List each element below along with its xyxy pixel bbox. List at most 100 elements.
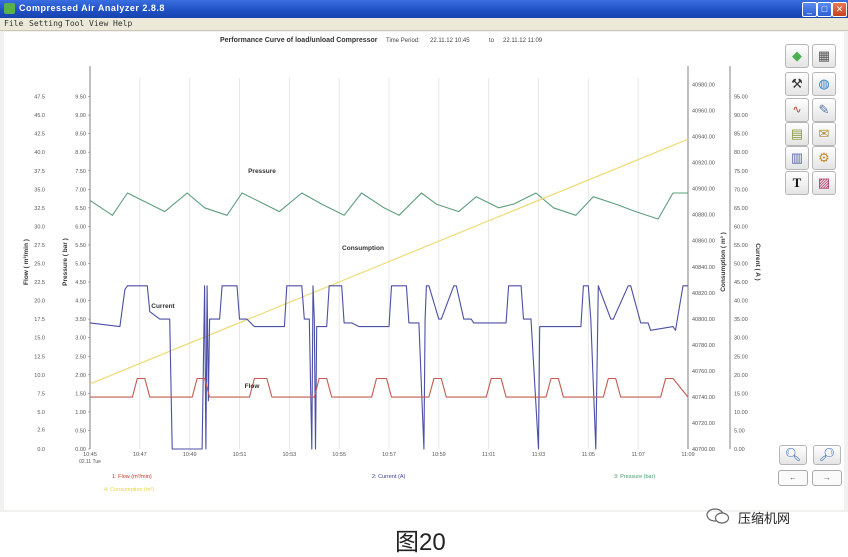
x-date-label: 02.11 Tue bbox=[79, 459, 101, 465]
legend-entry: 2: Current (A) bbox=[372, 474, 405, 480]
figure-caption: 图20 bbox=[395, 529, 446, 556]
consumption-tick-label: 40860.00 bbox=[692, 239, 715, 245]
nav-forward-button[interactable]: → bbox=[812, 470, 842, 486]
annotation-current: Current bbox=[151, 303, 175, 310]
pressure-tick-label: 5.00 bbox=[75, 262, 86, 268]
current-tick-label: 80.00 bbox=[734, 150, 748, 156]
current-tick-label: 10.00 bbox=[734, 410, 748, 416]
annotation-pressure: Pressure bbox=[248, 168, 276, 175]
zoom-out-icon[interactable]: 🔎︎ bbox=[813, 445, 841, 465]
wechat-icon bbox=[706, 508, 730, 524]
menu-view[interactable]: View bbox=[89, 19, 109, 28]
flow-tick-label: 45.0 bbox=[34, 113, 45, 119]
text-icon[interactable]: T bbox=[785, 171, 809, 195]
legend-entry: 1: Flow (m³/min) bbox=[112, 474, 152, 480]
current-tick-label: 75.00 bbox=[734, 169, 748, 175]
x-tick-label: 11:01 bbox=[482, 452, 495, 458]
flow-tick-label: 2.6 bbox=[37, 428, 45, 434]
menu-tool[interactable]: Tool bbox=[65, 19, 85, 28]
performance-chart: 10:45 10:47 10:49 10:51 10:53 10:55 10:57 10:59… bbox=[23, 66, 761, 493]
consumption-axis-title: Consumption ( m³ ) bbox=[720, 232, 727, 292]
calculator-icon[interactable]: ▦ bbox=[812, 44, 836, 68]
current-tick-label: 65.00 bbox=[734, 206, 748, 212]
series-line-flow bbox=[90, 377, 689, 398]
pressure-tick-label: 7.50 bbox=[75, 169, 86, 175]
gear-document-icon[interactable]: ⚙ bbox=[812, 146, 836, 170]
consumption-tick-label: 40700.00 bbox=[692, 447, 715, 453]
current-tick-label: 50.00 bbox=[734, 262, 748, 268]
image-icon[interactable]: ▨ bbox=[812, 171, 836, 195]
window-title: Compressed Air Analyzer 2.8.8 bbox=[19, 3, 165, 13]
hammer-icon[interactable]: ⚒ bbox=[785, 72, 809, 96]
flow-tick-label: 32.5 bbox=[34, 206, 45, 212]
flow-tick-label: 35.0 bbox=[34, 187, 45, 193]
x-tick-label: 11:07 bbox=[631, 452, 644, 458]
legend-entry: 3: Pressure (bar) bbox=[614, 474, 655, 480]
current-tick-label: 95.00 bbox=[734, 95, 748, 101]
current-axis-title: Current ( A ) bbox=[754, 243, 761, 280]
current-tick-label: 20.00 bbox=[734, 373, 748, 379]
watermark-text: 压缩机网 bbox=[738, 511, 791, 526]
menu-file[interactable]: File bbox=[4, 19, 24, 28]
current-tick-label: 60.00 bbox=[734, 224, 748, 230]
flow-axis-title: Flow ( m³/min ) bbox=[23, 239, 30, 285]
x-tick-label: 10:53 bbox=[282, 452, 296, 458]
consumption-tick-label: 40720.00 bbox=[692, 421, 715, 427]
time-period-to-label: to bbox=[489, 38, 495, 44]
zoom-in-icon[interactable]: 🔍︎ bbox=[779, 445, 807, 465]
pressure-tick-label: 5.50 bbox=[75, 243, 86, 249]
x-tick-label: 10:57 bbox=[382, 452, 396, 458]
legend-entry: 4: Consumption (m³) bbox=[104, 487, 154, 493]
time-period-label: Time Period: bbox=[386, 38, 420, 44]
cube-icon[interactable]: ◆ bbox=[785, 44, 809, 68]
current-tick-label: 45.00 bbox=[734, 280, 748, 286]
chart-pen-icon[interactable]: ✎ bbox=[812, 98, 836, 122]
x-tick-label: 10:45 bbox=[83, 452, 97, 458]
current-tick-label: 30.00 bbox=[734, 336, 748, 342]
pressure-tick-label: 2.50 bbox=[75, 354, 86, 360]
pressure-tick-label: 6.50 bbox=[75, 206, 86, 212]
current-tick-label: 70.00 bbox=[734, 187, 748, 193]
flow-tick-label: 12.5 bbox=[34, 354, 45, 360]
bar-chart-icon[interactable]: ▥ bbox=[785, 146, 809, 170]
application-window: Compressed Air Analyzer 2.8.8 _ □ ✕ File… bbox=[0, 0, 848, 512]
x-tick-label: 10:47 bbox=[133, 452, 147, 458]
pressure-tick-label: 1.50 bbox=[75, 391, 86, 397]
x-tick-label: 11:09 bbox=[681, 452, 694, 458]
pressure-tick-label: 3.00 bbox=[75, 336, 86, 342]
series-line-consumption bbox=[89, 138, 689, 385]
flow-tick-label: 20.0 bbox=[34, 299, 45, 305]
minimize-button[interactable]: _ bbox=[802, 2, 817, 17]
consumption-tick-label: 40840.00 bbox=[692, 265, 715, 271]
x-tick-label: 11:05 bbox=[582, 452, 595, 458]
x-tick-label: 11:03 bbox=[532, 452, 545, 458]
line-chart-icon[interactable]: ∿ bbox=[785, 98, 809, 122]
note-icon[interactable]: ✉ bbox=[812, 122, 836, 146]
menu-setting[interactable]: Setting bbox=[29, 19, 63, 28]
time-period-from: 22.11.12 10:45 bbox=[430, 38, 470, 44]
flow-tick-label: 15.0 bbox=[34, 336, 45, 342]
close-button[interactable]: ✕ bbox=[832, 2, 847, 17]
title-bar[interactable]: Compressed Air Analyzer 2.8.8 _ □ ✕ bbox=[0, 0, 848, 18]
maximize-button[interactable]: □ bbox=[817, 2, 832, 17]
consumption-tick-label: 40780.00 bbox=[692, 343, 715, 349]
x-tick-label: 10:49 bbox=[183, 452, 197, 458]
pressure-tick-label: 8.00 bbox=[75, 150, 86, 156]
consumption-tick-label: 40960.00 bbox=[692, 109, 715, 115]
current-tick-label: 40.00 bbox=[734, 299, 748, 305]
nav-back-button[interactable]: ← bbox=[778, 470, 808, 486]
consumption-tick-label: 40760.00 bbox=[692, 369, 715, 375]
document-icon[interactable]: ▤ bbox=[785, 122, 809, 146]
consumption-tick-label: 40920.00 bbox=[692, 161, 715, 167]
flow-tick-label: 37.5 bbox=[34, 169, 45, 175]
menu-help[interactable]: Help bbox=[113, 19, 133, 28]
consumption-tick-label: 40740.00 bbox=[692, 395, 715, 401]
globe-icon[interactable]: ◍ bbox=[812, 72, 836, 96]
pressure-tick-label: 0.50 bbox=[75, 428, 86, 434]
flow-tick-label: 40.0 bbox=[34, 150, 45, 156]
consumption-tick-label: 40880.00 bbox=[692, 213, 715, 219]
current-tick-label: 5.00 bbox=[734, 428, 745, 434]
pressure-tick-label: 4.00 bbox=[75, 299, 86, 305]
pressure-tick-label: 3.50 bbox=[75, 317, 86, 323]
pressure-tick-label: 8.50 bbox=[75, 132, 86, 138]
